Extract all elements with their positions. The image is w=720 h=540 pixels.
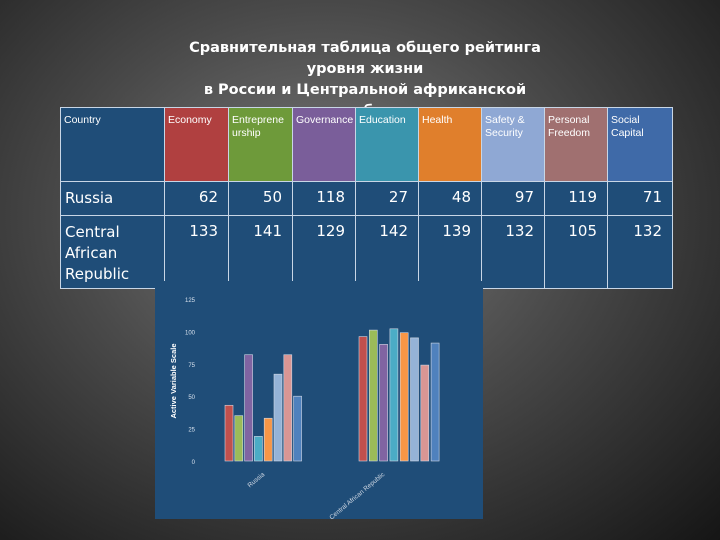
- table-cell: 118: [292, 181, 356, 216]
- header-country: Country: [60, 107, 165, 182]
- bar: [293, 395, 302, 462]
- bar: [410, 337, 419, 462]
- y-tick-label: 75: [188, 363, 195, 369]
- table-cell: 129: [292, 215, 356, 289]
- y-tick-label: 100: [185, 330, 196, 336]
- bar: [263, 417, 273, 462]
- bar: [430, 342, 440, 462]
- header-economy: Economy: [164, 107, 229, 182]
- table-cell: 132: [607, 215, 673, 289]
- rating-table: Country Economy Entreprene urship Govern…: [60, 107, 673, 289]
- header-social: Social Capital: [607, 107, 673, 182]
- table-row: Russia 62 50 118 27 48 97 119 71: [60, 181, 673, 216]
- y-tick-label: 50: [188, 395, 195, 401]
- header-education: Education: [355, 107, 419, 182]
- bar: [254, 436, 263, 462]
- bar: [420, 364, 430, 462]
- table-header-row: Country Economy Entreprene urship Govern…: [60, 107, 673, 182]
- bar: [379, 344, 388, 462]
- header-health: Health: [418, 107, 482, 182]
- bar: [273, 373, 283, 462]
- y-axis-label: Active Variable Scale: [169, 343, 178, 418]
- bar: [224, 404, 234, 462]
- row-country: Russia: [60, 181, 165, 216]
- table-cell: 133: [164, 215, 229, 289]
- header-safety: Safety & Security: [481, 107, 545, 182]
- row-country: Central African Republic: [60, 215, 165, 289]
- header-governance: Governance: [292, 107, 356, 182]
- table-cell: 119: [544, 181, 608, 216]
- table-cell: 48: [418, 181, 482, 216]
- table-row: Central African Republic 133 141 129 142…: [60, 215, 673, 289]
- title-line-1: Сравнительная таблица общего рейтинга: [189, 40, 541, 56]
- table-cell: 71: [607, 181, 673, 216]
- y-tick-label: 0: [192, 460, 196, 466]
- table-cell: 132: [481, 215, 545, 289]
- table-cell: 139: [418, 215, 482, 289]
- bar: [244, 354, 253, 462]
- y-tick-label: 125: [185, 298, 196, 304]
- bar: [369, 329, 378, 462]
- bar: [283, 354, 293, 462]
- table-cell: 97: [481, 181, 545, 216]
- table-cell: 141: [228, 215, 293, 289]
- table-cell: 50: [228, 181, 293, 216]
- bar: [234, 415, 244, 462]
- bar: [389, 328, 399, 462]
- bar: [399, 332, 409, 462]
- table-cell: 105: [544, 215, 608, 289]
- table-cell: 142: [355, 215, 419, 289]
- bar: [358, 336, 368, 462]
- header-entrepreneurship: Entreprene urship: [228, 107, 293, 182]
- table-cell: 62: [164, 181, 229, 216]
- title-line-2: уровня жизни: [306, 61, 424, 77]
- title-line-3: в России и Центральной африканской: [203, 82, 527, 98]
- header-freedom: Personal Freedom: [544, 107, 608, 182]
- table-cell: 27: [355, 181, 419, 216]
- y-tick-label: 25: [188, 428, 195, 434]
